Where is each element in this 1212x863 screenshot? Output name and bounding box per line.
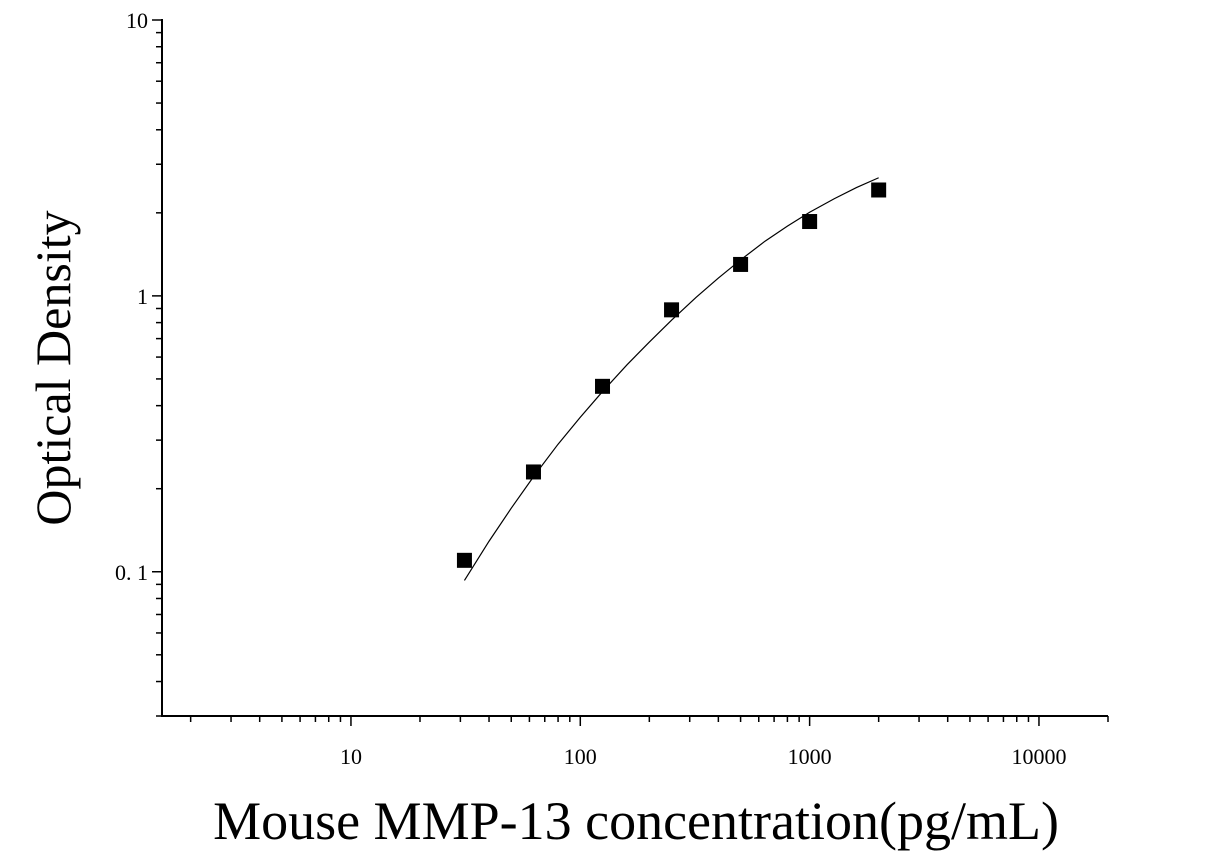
x-axis-title: Mouse MMP-13 concentration(pg/mL)	[213, 791, 1059, 851]
data-point	[802, 214, 818, 230]
y-tick-label: 10	[126, 8, 148, 33]
fit-curve-layer	[463, 177, 879, 581]
data-point	[733, 256, 749, 272]
x-tick-label: 1000	[788, 744, 832, 769]
data-point	[525, 464, 541, 480]
data-point	[664, 302, 680, 318]
axes	[152, 19, 1109, 726]
y-axis-title: Optical Density	[25, 210, 81, 525]
tick-labels-layer: 10 100 1000 10000 0. 1 1 10	[115, 8, 1066, 769]
x-tick-label: 100	[564, 744, 597, 769]
data-point	[456, 552, 472, 568]
x-tick-label: 10000	[1011, 744, 1066, 769]
data-points-layer	[456, 182, 887, 568]
y-tick-label: 0. 1	[115, 560, 148, 585]
data-point	[595, 378, 611, 394]
fit-curve	[463, 177, 879, 581]
x-tick-label: 10	[340, 744, 362, 769]
y-tick-label: 1	[137, 284, 148, 309]
data-point	[871, 182, 887, 198]
